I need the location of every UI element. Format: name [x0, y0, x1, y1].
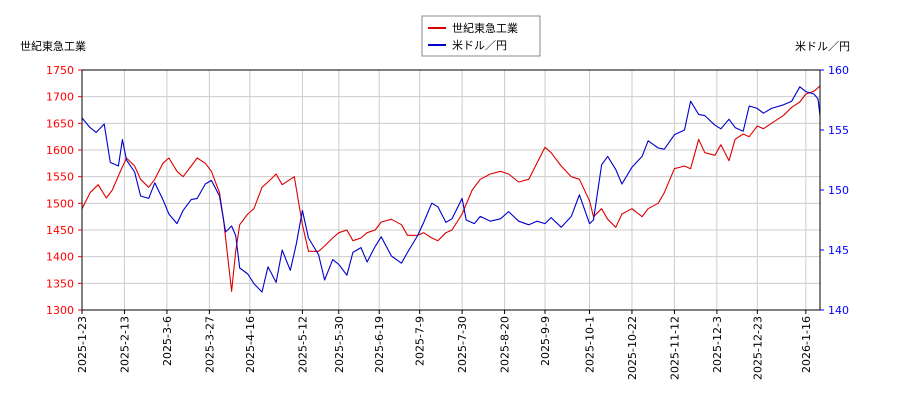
- x-tick-label: 2025-9-9: [539, 316, 552, 366]
- right-tick-label: 150: [828, 184, 849, 197]
- x-tick-label: 2025-3-27: [203, 316, 216, 373]
- x-tick-label: 2025-10-1: [584, 316, 597, 373]
- series-layer: [81, 85, 821, 293]
- series-line-stock: [81, 85, 821, 292]
- left-tick-label: 1450: [46, 224, 74, 237]
- left-tick-label: 1700: [46, 91, 74, 104]
- x-tick-label: 2026-1-16: [800, 316, 813, 373]
- legend-entry-usdjpy: 米ドル／円: [452, 39, 507, 52]
- left-tick-label: 1500: [46, 197, 74, 210]
- x-tick-label: 2025-6-19: [373, 316, 386, 373]
- left-tick-label: 1600: [46, 144, 74, 157]
- series-line-usdjpy: [81, 86, 821, 293]
- right-tick-label: 145: [828, 244, 849, 257]
- legend-entry-stock: 世紀東急工業: [452, 21, 518, 35]
- x-tick-label: 2025-11-12: [668, 316, 681, 380]
- left-tick-label: 1750: [46, 64, 74, 77]
- x-tick-label: 2025-12-23: [751, 316, 764, 380]
- left-axis-label: 世紀東急工業: [20, 39, 86, 53]
- x-tick-label: 2025-2-13: [118, 316, 131, 373]
- x-tick-label: 2025-4-16: [244, 316, 257, 373]
- right-axis-label: 米ドル／円: [795, 40, 850, 53]
- left-tick-label: 1550: [46, 171, 74, 184]
- x-tick-label: 2025-3-6: [161, 316, 174, 366]
- left-tick-label: 1650: [46, 117, 74, 130]
- right-tick-label: 140: [828, 304, 849, 317]
- x-tick-label: 2025-5-30: [333, 316, 346, 373]
- left-tick-label: 1400: [46, 251, 74, 264]
- x-tick-label: 2025-10-22: [626, 316, 639, 380]
- ticks-layer: 1300 1350 1400 1450 1500 1550 1600 1650 1700 1750…: [46, 64, 849, 380]
- plot-background: [82, 70, 820, 310]
- x-tick-label: 2025-7-9: [414, 316, 427, 366]
- right-tick-label: 160: [828, 64, 849, 77]
- left-tick-label: 1350: [46, 277, 74, 290]
- x-tick-label: 2025-12-3: [711, 316, 724, 373]
- legend: 世紀東急工業 米ドル／円: [421, 15, 541, 57]
- left-tick-label: 1300: [46, 304, 74, 317]
- x-tick-label: 2025-1-23: [76, 316, 89, 373]
- x-tick-label: 2025-8-20: [499, 316, 512, 373]
- x-tick-label: 2025-5-12: [296, 316, 309, 373]
- right-tick-label: 155: [828, 124, 849, 137]
- legend-box: [421, 15, 541, 57]
- x-tick-label: 2025-7-30: [456, 316, 469, 373]
- grid: [81, 69, 820, 311]
